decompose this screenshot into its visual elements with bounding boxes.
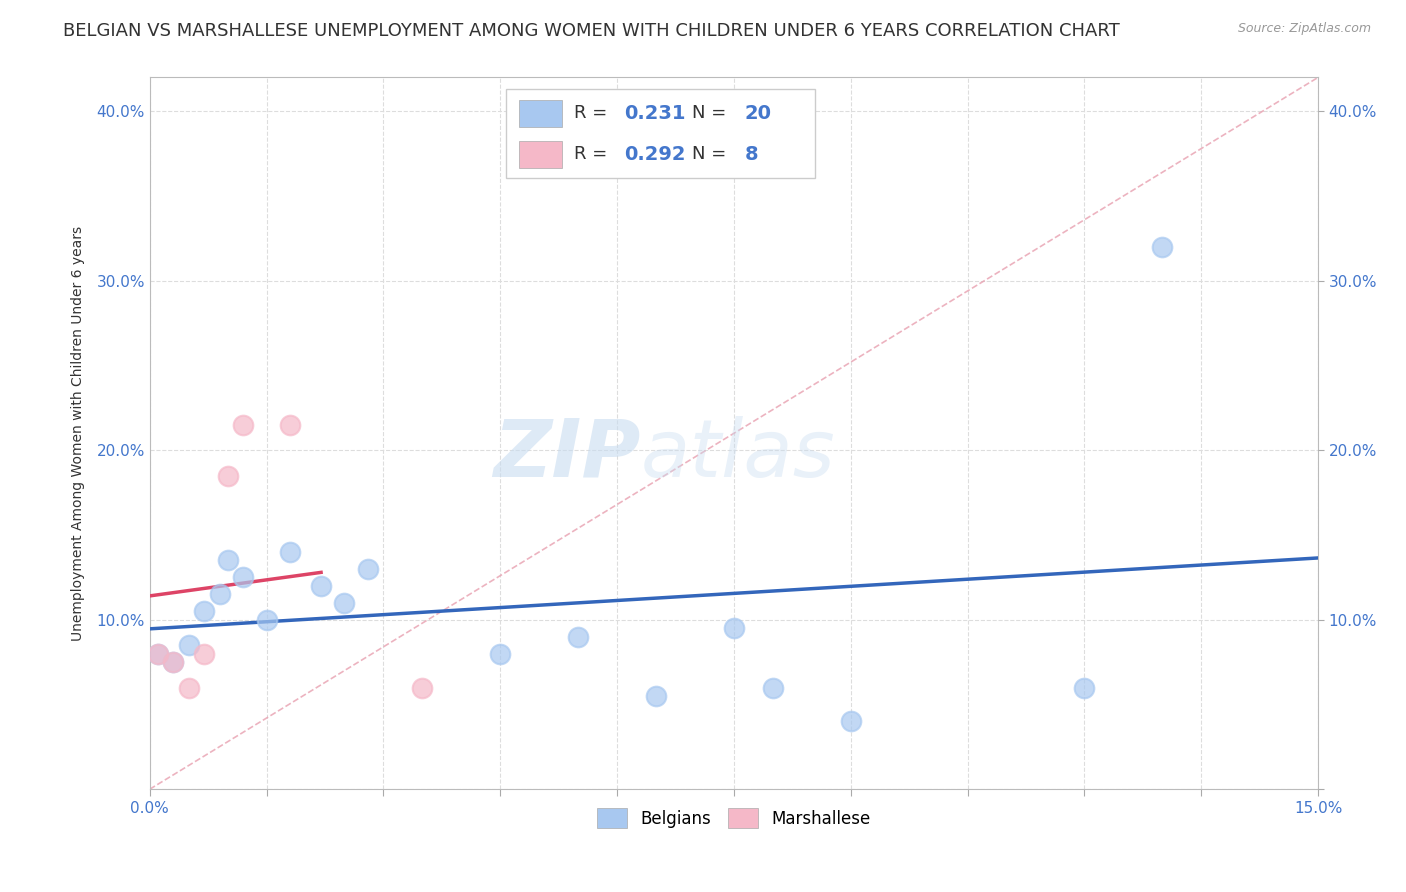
Point <box>1152 240 1174 254</box>
Point <box>1073 681 1095 695</box>
Text: R =: R = <box>574 145 613 163</box>
Point <box>256 613 278 627</box>
Point <box>162 655 184 669</box>
Point <box>217 553 239 567</box>
Point <box>177 638 200 652</box>
Point <box>193 647 215 661</box>
Point <box>567 630 589 644</box>
Point <box>723 621 745 635</box>
Text: N =: N = <box>692 145 731 163</box>
Text: 20: 20 <box>744 103 772 123</box>
FancyBboxPatch shape <box>506 89 815 178</box>
Point <box>489 647 512 661</box>
Text: N =: N = <box>692 104 731 122</box>
Text: atlas: atlas <box>640 416 835 493</box>
Point <box>762 681 785 695</box>
Point <box>217 468 239 483</box>
Legend: Belgians, Marshallese: Belgians, Marshallese <box>591 802 877 834</box>
Point <box>357 562 380 576</box>
Point <box>411 681 433 695</box>
Point <box>839 714 862 729</box>
Bar <box>519 100 562 127</box>
Point <box>278 545 301 559</box>
Point <box>193 604 215 618</box>
Text: R =: R = <box>574 104 613 122</box>
Text: BELGIAN VS MARSHALLESE UNEMPLOYMENT AMONG WOMEN WITH CHILDREN UNDER 6 YEARS CORR: BELGIAN VS MARSHALLESE UNEMPLOYMENT AMON… <box>63 22 1121 40</box>
Point <box>177 681 200 695</box>
Point <box>232 570 254 584</box>
Y-axis label: Unemployment Among Women with Children Under 6 years: Unemployment Among Women with Children U… <box>72 226 86 640</box>
Point <box>208 587 231 601</box>
Point <box>309 579 332 593</box>
Bar <box>519 141 562 168</box>
Point <box>162 655 184 669</box>
Point <box>645 689 668 703</box>
Point <box>278 417 301 432</box>
Text: Source: ZipAtlas.com: Source: ZipAtlas.com <box>1237 22 1371 36</box>
Text: 0.231: 0.231 <box>624 103 685 123</box>
Text: 8: 8 <box>744 145 758 164</box>
Text: ZIP: ZIP <box>494 416 640 493</box>
Text: 0.292: 0.292 <box>624 145 685 164</box>
Point <box>333 596 356 610</box>
Point <box>146 647 169 661</box>
Point <box>232 417 254 432</box>
Point <box>146 647 169 661</box>
